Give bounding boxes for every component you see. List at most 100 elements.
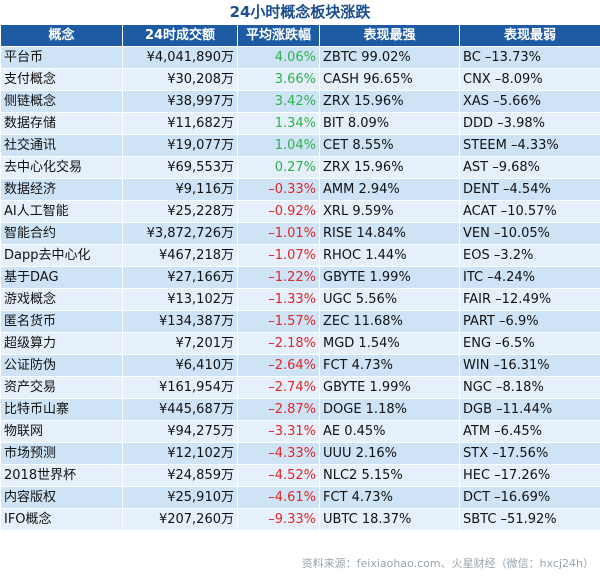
change-cell: –1.22%	[237, 266, 320, 289]
table-row: 物联网 ¥94,275万 –3.31% AE 0.45% ATM –6.45%	[0, 420, 600, 443]
strongest-cell: DOGE 1.18%	[319, 398, 460, 421]
concept-cell: 平台币	[0, 46, 123, 69]
concept-cell: 匿名货币	[0, 310, 123, 333]
table-row: AI人工智能 ¥25,228万 –0.92% XRL 9.59% ACAT –10.57…	[0, 200, 600, 223]
table-row: 数据存储 ¥11,682万 1.34% BIT 8.09% DDD –3.98%	[0, 112, 600, 135]
concept-cell: 智能合约	[0, 222, 123, 245]
strongest-cell: CET 8.55%	[319, 134, 460, 157]
concept-cell: 数据经济	[0, 178, 123, 201]
weakest-cell: DDD –3.98%	[459, 112, 600, 135]
weakest-cell: ENG –6.5%	[459, 332, 600, 355]
weakest-cell: ATM –6.45%	[459, 420, 600, 443]
concept-table: 概念 24时成交额 平均涨跌幅 表现最强 表现最弱 平台币 ¥4,041,890万…	[0, 24, 600, 531]
volume-cell: ¥27,166万	[122, 266, 238, 289]
strongest-cell: ZRX 15.96%	[319, 156, 460, 179]
volume-cell: ¥25,228万	[122, 200, 238, 223]
strongest-cell: ZBTC 99.02%	[319, 46, 460, 69]
header-volume: 24时成交额	[122, 24, 238, 47]
strongest-cell: MGD 1.54%	[319, 332, 460, 355]
table-row: 资产交易 ¥161,954万 –2.74% GBYTE 1.99% NGC –8.18%	[0, 376, 600, 399]
weakest-cell: HEC –17.26%	[459, 464, 600, 487]
source-note: 资料来源：feixiaohao.com、火星财经（微信：hxcj24h）	[299, 556, 596, 572]
strongest-cell: UGC 5.56%	[319, 288, 460, 311]
concept-cell: 侧链概念	[0, 90, 123, 113]
change-cell: 0.27%	[237, 156, 320, 179]
strongest-cell: UBTC 18.37%	[319, 508, 460, 531]
header-change: 平均涨跌幅	[237, 24, 320, 47]
change-cell: –1.07%	[237, 244, 320, 267]
volume-cell: ¥445,687万	[122, 398, 238, 421]
strongest-cell: AE 0.45%	[319, 420, 460, 443]
table-row: 比特币山寨 ¥445,687万 –2.87% DOGE 1.18% DGB –11.44…	[0, 398, 600, 421]
volume-cell: ¥3,872,726万	[122, 222, 238, 245]
concept-cell: 比特币山寨	[0, 398, 123, 421]
weakest-cell: NGC –8.18%	[459, 376, 600, 399]
table-body: 平台币 ¥4,041,890万 4.06% ZBTC 99.02% BC –13.73%…	[0, 46, 600, 531]
change-cell: 3.66%	[237, 68, 320, 91]
concept-cell: 社交通讯	[0, 134, 123, 157]
change-cell: –4.61%	[237, 486, 320, 509]
change-cell: 3.42%	[237, 90, 320, 113]
change-cell: –2.18%	[237, 332, 320, 355]
strongest-cell: FCT 4.73%	[319, 486, 460, 509]
change-cell: –2.87%	[237, 398, 320, 421]
volume-cell: ¥4,041,890万	[122, 46, 238, 69]
volume-cell: ¥9,116万	[122, 178, 238, 201]
concept-cell: 公证防伪	[0, 354, 123, 377]
change-cell: 1.04%	[237, 134, 320, 157]
concept-cell: 去中心化交易	[0, 156, 123, 179]
volume-cell: ¥467,218万	[122, 244, 238, 267]
change-cell: –2.74%	[237, 376, 320, 399]
table-row: 数据经济 ¥9,116万 –0.33% AMM 2.94% DENT –4.54%	[0, 178, 600, 201]
volume-cell: ¥12,102万	[122, 442, 238, 465]
table-row: IFO概念 ¥207,260万 –9.33% UBTC 18.37% SBTC –51.…	[0, 508, 600, 531]
strongest-cell: RHOC 1.44%	[319, 244, 460, 267]
change-cell: –3.31%	[237, 420, 320, 443]
weakest-cell: STEEM –4.33%	[459, 134, 600, 157]
strongest-cell: ZEC 11.68%	[319, 310, 460, 333]
table-row: Dapp去中心化 ¥467,218万 –1.07% RHOC 1.44% EOS –3.…	[0, 244, 600, 267]
table-row: 智能合约 ¥3,872,726万 –1.01% RISE 14.84% VEN –10.…	[0, 222, 600, 245]
volume-cell: ¥161,954万	[122, 376, 238, 399]
change-cell: 4.06%	[237, 46, 320, 69]
concept-cell: IFO概念	[0, 508, 123, 531]
table-row: 侧链概念 ¥38,997万 3.42% ZRX 15.96% XAS –5.66%	[0, 90, 600, 113]
change-cell: 1.34%	[237, 112, 320, 135]
volume-cell: ¥69,553万	[122, 156, 238, 179]
change-cell: –1.57%	[237, 310, 320, 333]
table-row: 游戏概念 ¥13,102万 –1.33% UGC 5.56% FAIR –12.49%	[0, 288, 600, 311]
change-cell: –0.92%	[237, 200, 320, 223]
volume-cell: ¥13,102万	[122, 288, 238, 311]
weakest-cell: ITC –4.24%	[459, 266, 600, 289]
change-cell: –1.33%	[237, 288, 320, 311]
table-title: 24小时概念板块涨跌	[229, 3, 371, 21]
change-cell: –4.33%	[237, 442, 320, 465]
weakest-cell: WIN –16.31%	[459, 354, 600, 377]
weakest-cell: DENT –4.54%	[459, 178, 600, 201]
table-row: 基于DAG ¥27,166万 –1.22% GBYTE 1.99% ITC –4.24%	[0, 266, 600, 289]
table-row: 社交通讯 ¥19,077万 1.04% CET 8.55% STEEM –4.33%	[0, 134, 600, 157]
concept-cell: 市场预测	[0, 442, 123, 465]
volume-cell: ¥24,859万	[122, 464, 238, 487]
table-row: 内容版权 ¥25,910万 –4.61% FCT 4.73% DCT –16.69%	[0, 486, 600, 509]
concept-cell: 内容版权	[0, 486, 123, 509]
strongest-cell: RISE 14.84%	[319, 222, 460, 245]
change-cell: –9.33%	[237, 508, 320, 531]
weakest-cell: BC –13.73%	[459, 46, 600, 69]
concept-cell: 2018世界杯	[0, 464, 123, 487]
table-row: 去中心化交易 ¥69,553万 0.27% ZRX 15.96% AST –9.68%	[0, 156, 600, 179]
strongest-cell: XRL 9.59%	[319, 200, 460, 223]
concept-cell: Dapp去中心化	[0, 244, 123, 267]
concept-cell: 资产交易	[0, 376, 123, 399]
strongest-cell: GBYTE 1.99%	[319, 266, 460, 289]
table-row: 匿名货币 ¥134,387万 –1.57% ZEC 11.68% PART –6.9%	[0, 310, 600, 333]
volume-cell: ¥25,910万	[122, 486, 238, 509]
volume-cell: ¥134,387万	[122, 310, 238, 333]
weakest-cell: FAIR –12.49%	[459, 288, 600, 311]
weakest-cell: AST –9.68%	[459, 156, 600, 179]
table-row: 2018世界杯 ¥24,859万 –4.52% NLC2 5.15% HEC –17.2…	[0, 464, 600, 487]
weakest-cell: SBTC –51.92%	[459, 508, 600, 531]
weakest-cell: ACAT –10.57%	[459, 200, 600, 223]
weakest-cell: VEN –10.05%	[459, 222, 600, 245]
table-row: 超级算力 ¥7,201万 –2.18% MGD 1.54% ENG –6.5%	[0, 332, 600, 355]
